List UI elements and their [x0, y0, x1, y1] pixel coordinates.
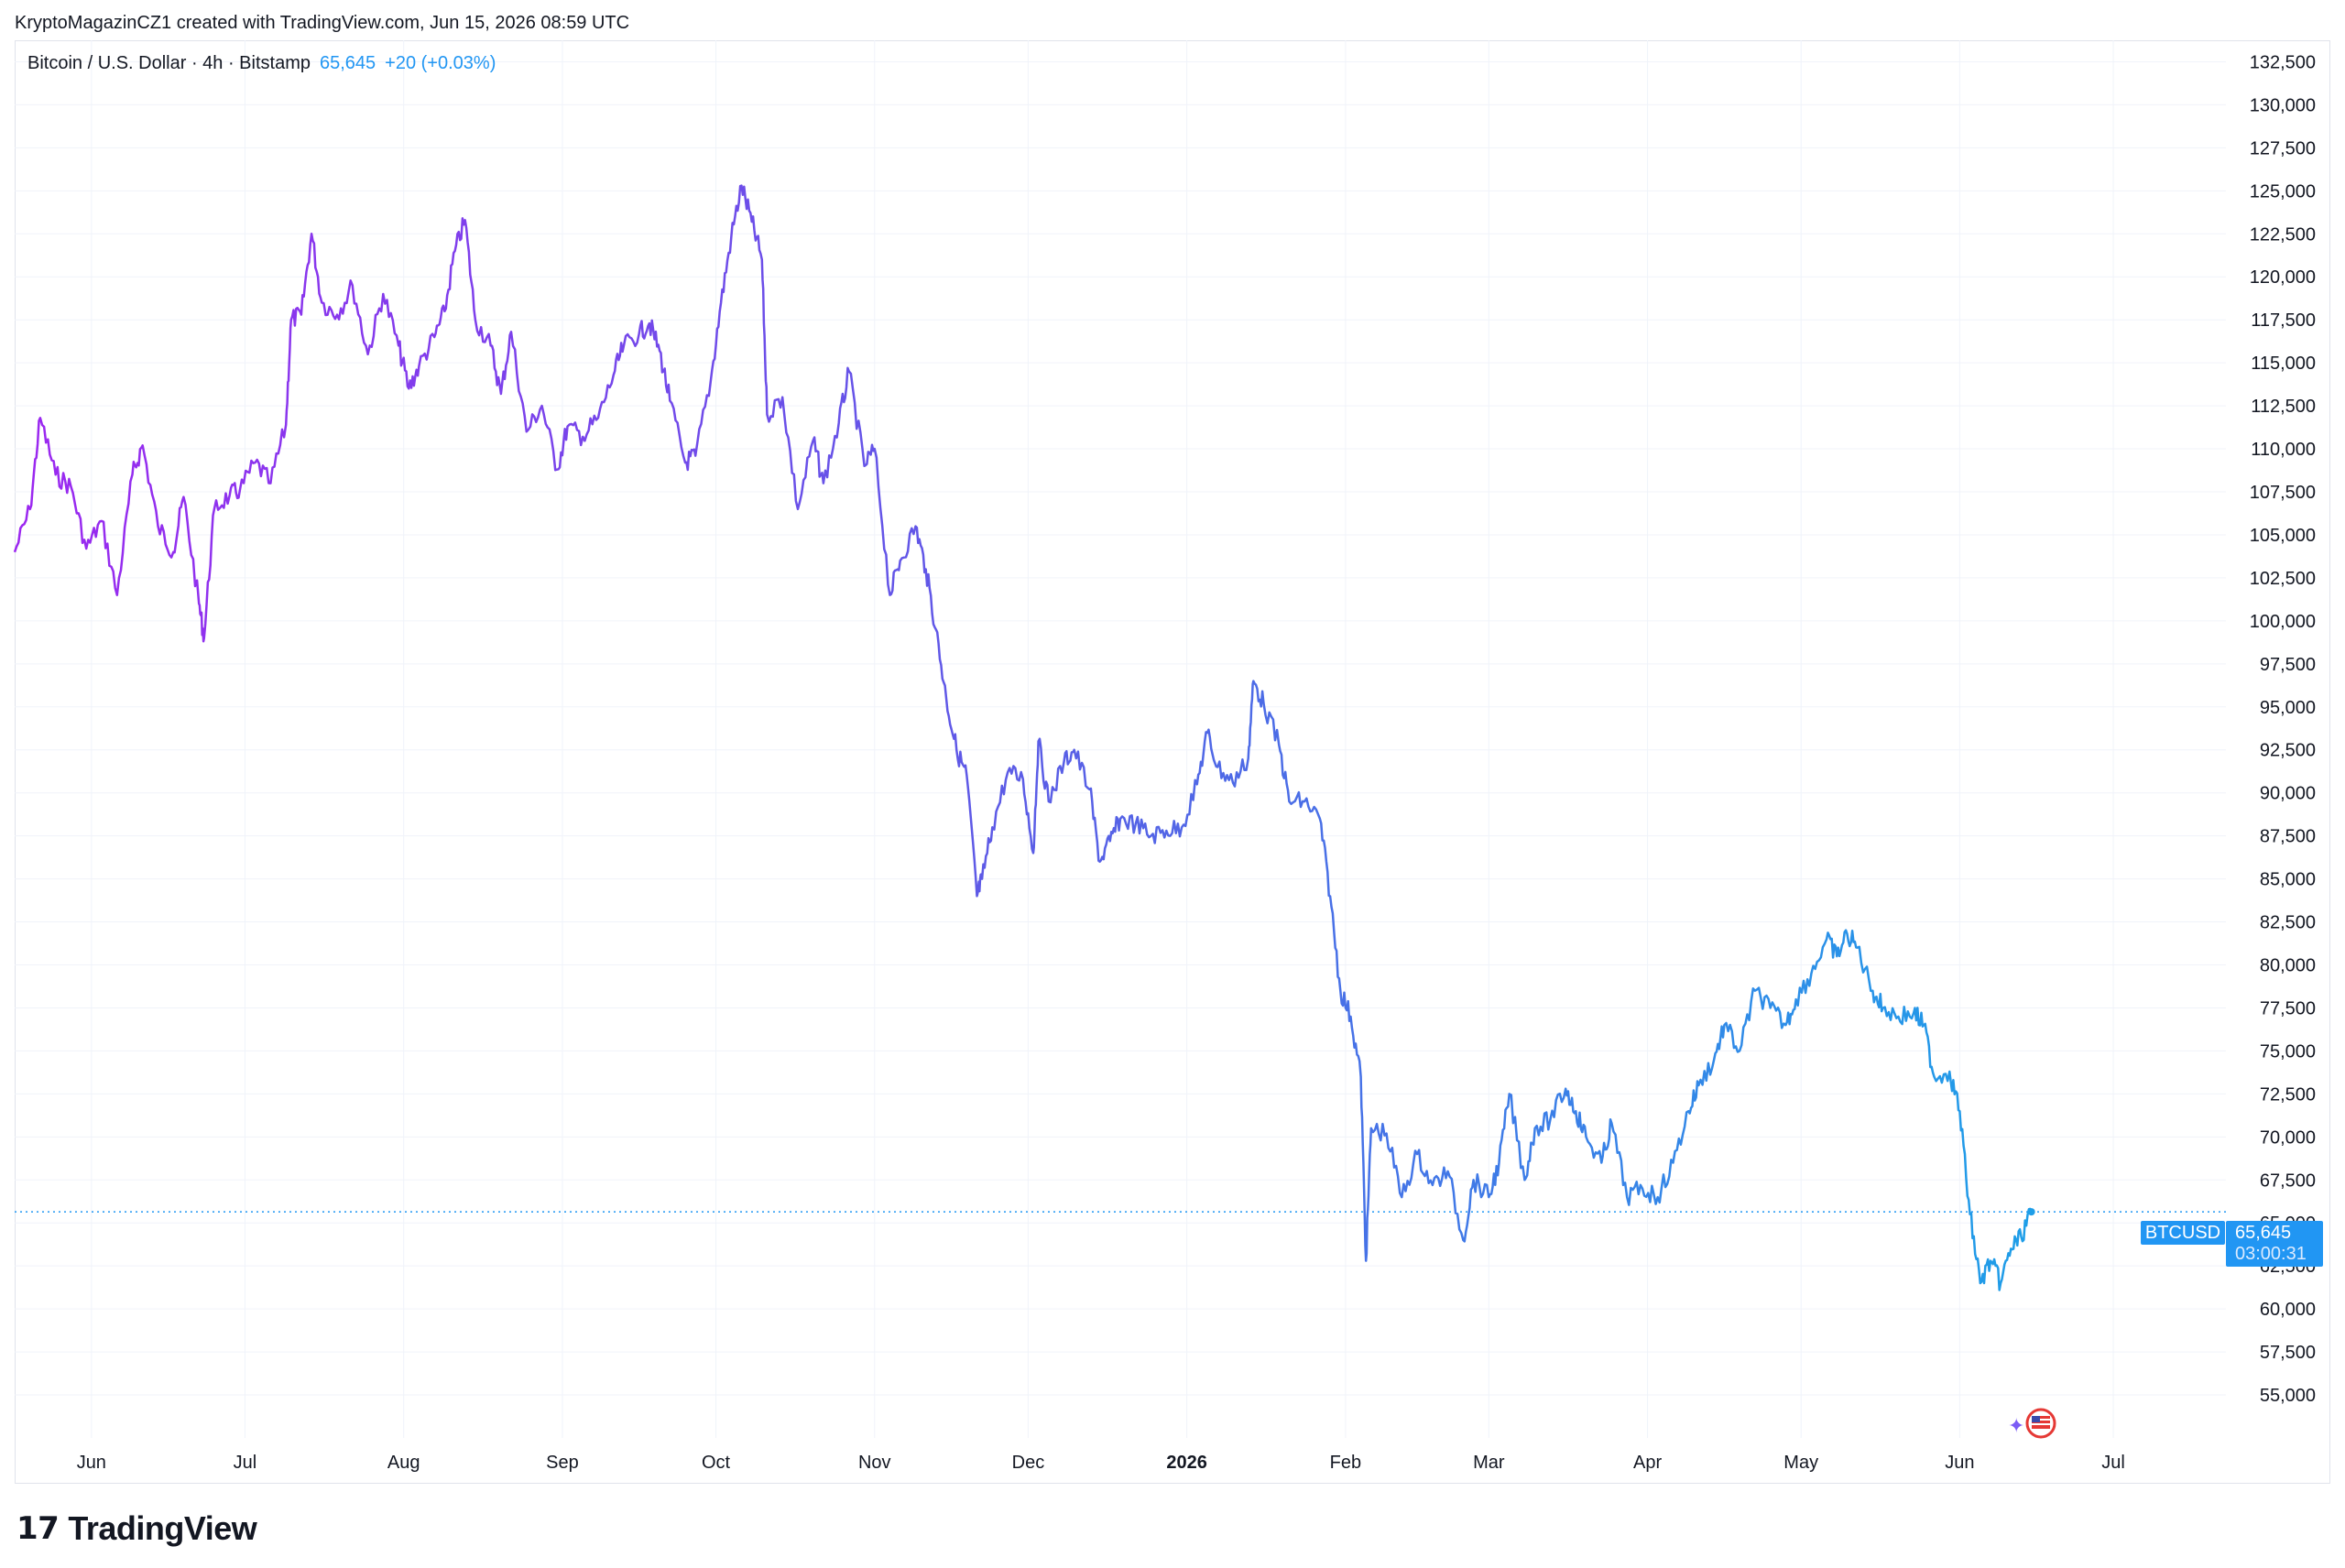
x-axis[interactable]: Jun Jul Aug Sep Oct Nov Dec 2026 Feb Mar Apr May Jun… [77, 1453, 2125, 1473]
y-tick-label: 127,500 [2250, 138, 2316, 158]
tradingview-logo-icon: 17 [16, 1510, 60, 1547]
y-tick-label: 125,000 [2250, 181, 2316, 201]
x-tick-label: Jul [2101, 1453, 2125, 1473]
x-tick-label: Nov [858, 1453, 891, 1473]
y-tick-label: 90,000 [2260, 784, 2316, 804]
x-tick-label: Mar [1473, 1453, 1505, 1473]
y-tick-label: 105,000 [2250, 526, 2316, 546]
tradingview-logo[interactable]: 17 TradingView [16, 1509, 257, 1548]
y-tick-label: 80,000 [2260, 956, 2316, 976]
legend-price-change: +20 (+0.03%) [385, 53, 496, 73]
tradingview-logo-text: TradingView [68, 1509, 257, 1547]
x-tick-label: Feb [1330, 1453, 1361, 1473]
y-tick-label: 122,500 [2250, 224, 2316, 245]
x-tick-label: Oct [702, 1453, 731, 1473]
y-tick-label: 102,500 [2250, 569, 2316, 589]
y-tick-label: 110,000 [2251, 440, 2316, 460]
symbol-price-badge-label: BTCUSD [2141, 1221, 2225, 1245]
svg-text:✦: ✦ [2008, 1415, 2024, 1438]
x-tick-label: Dec [1012, 1453, 1045, 1473]
y-tick-label: 97,500 [2260, 655, 2316, 675]
x-tick-label: Jun [77, 1453, 106, 1473]
x-tick-label: Sep [546, 1453, 579, 1473]
y-tick-label: 95,000 [2260, 698, 2316, 718]
y-tick-label: 77,500 [2260, 998, 2316, 1018]
last-price-point [2027, 1208, 2035, 1216]
grid-lines [15, 40, 2226, 1438]
y-tick-label: 70,000 [2260, 1127, 2316, 1148]
x-tick-label: Jun [1945, 1453, 1974, 1473]
us-flag-event-icon[interactable]: ✦ [2004, 1407, 2063, 1440]
y-tick-label: 85,000 [2260, 870, 2316, 890]
y-tick-label: 82,500 [2260, 913, 2316, 933]
y-tick-label: 55,000 [2260, 1386, 2316, 1406]
y-tick-label: 130,000 [2250, 95, 2316, 115]
y-tick-label: 57,500 [2260, 1343, 2316, 1363]
symbol-legend[interactable]: Bitcoin / U.S. Dollar · 4h · Bitstamp 65… [27, 53, 496, 74]
y-tick-label: 117,500 [2251, 310, 2316, 331]
y-tick-label: 107,500 [2250, 483, 2316, 503]
x-tick-label: Aug [387, 1453, 420, 1473]
legend-last-price: 65,645 [319, 53, 376, 73]
chart-frame [15, 40, 2330, 1484]
y-tick-label: 112,500 [2251, 397, 2316, 417]
y-tick-label: 132,500 [2250, 52, 2316, 72]
y-tick-label: 72,500 [2260, 1084, 2316, 1105]
chart-creator-line: KryptoMagazinCZ1 created with TradingVie… [15, 13, 630, 33]
x-tick-label: Jul [234, 1453, 257, 1473]
x-tick-label: 2026 [1166, 1453, 1207, 1473]
y-tick-label: 67,500 [2260, 1171, 2316, 1191]
last-price-badge: 65,645 03:00:31 [2226, 1221, 2323, 1267]
badge-price-value: 65,645 [2235, 1223, 2292, 1243]
bar-countdown: 03:00:31 [2235, 1244, 2307, 1264]
y-tick-label: 100,000 [2250, 612, 2316, 632]
y-tick-label: 115,000 [2251, 354, 2316, 374]
y-tick-label: 75,000 [2260, 1041, 2316, 1062]
x-tick-label: Apr [1633, 1453, 1662, 1473]
x-tick-label: May [1783, 1453, 1818, 1473]
y-tick-label: 87,500 [2260, 827, 2316, 847]
y-axis[interactable]: 55,00057,50060,00062,50065,00067,50070,0… [2250, 52, 2316, 1406]
series-line-btcusd[interactable] [13, 184, 2033, 1291]
symbol-description: Bitcoin / U.S. Dollar · 4h · Bitstamp [27, 53, 311, 73]
y-tick-label: 120,000 [2250, 267, 2316, 288]
y-tick-label: 92,500 [2260, 741, 2316, 761]
y-tick-label: 60,000 [2260, 1300, 2316, 1320]
